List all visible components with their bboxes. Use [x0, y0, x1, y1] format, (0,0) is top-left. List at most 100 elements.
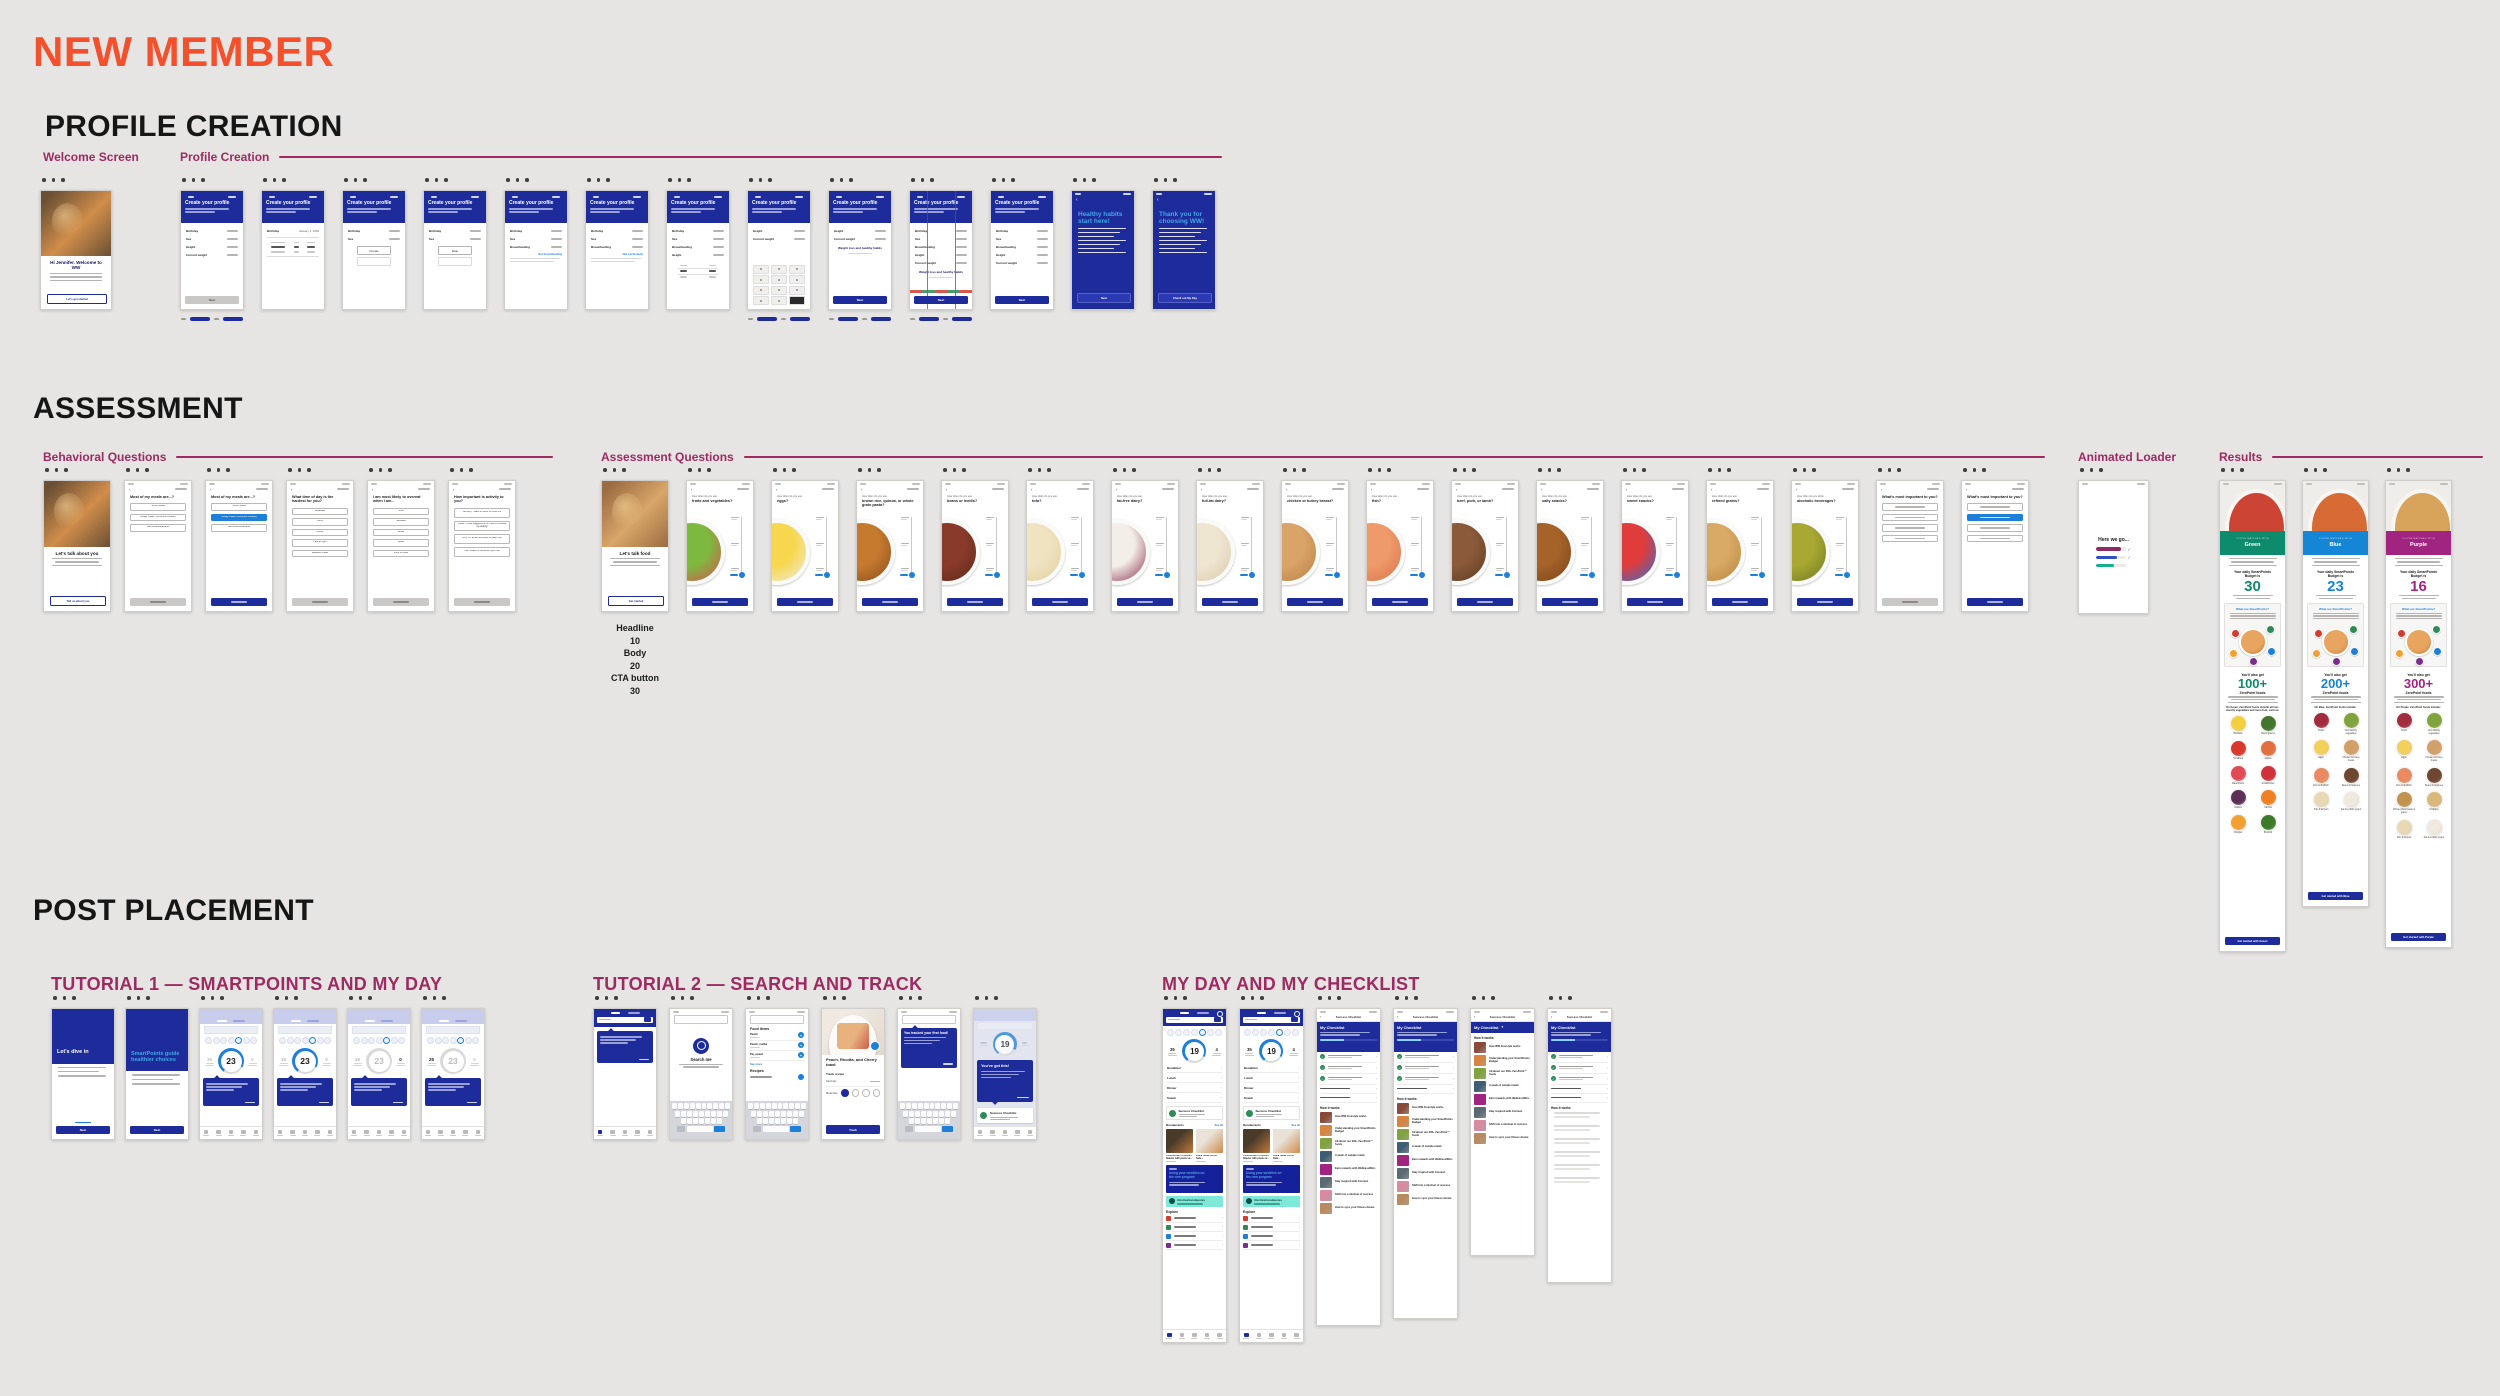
slider-handle[interactable] — [1504, 572, 1510, 578]
form-field[interactable]: Current weight — [753, 235, 805, 243]
screen-thumbnail-food[interactable]: ‹ How often do you eat... refined grains? — [1706, 480, 1774, 612]
cta-button[interactable] — [1201, 598, 1259, 606]
checklist-card[interactable]: Success Checklist — [1243, 1106, 1300, 1121]
week-day[interactable] — [1260, 1029, 1267, 1036]
meal-row[interactable]: Lunch › — [1244, 1073, 1299, 1083]
slider-handle[interactable] — [1759, 572, 1765, 578]
restaurant-card[interactable]: Chimmichurri Chicken Skewer with pasta s… — [1166, 1129, 1193, 1163]
key[interactable] — [698, 1118, 704, 1124]
checklist-card[interactable]: Success Checklist — [977, 1108, 1033, 1123]
form-field[interactable]: Birthday — [915, 227, 967, 235]
key[interactable] — [938, 1110, 944, 1117]
result-row[interactable]: Peach + — [750, 1031, 804, 1041]
form-field[interactable]: Current weight — [834, 235, 886, 243]
nav-item[interactable] — [425, 1129, 432, 1137]
form-field[interactable]: Height — [186, 243, 238, 251]
keyboard[interactable] — [670, 1101, 732, 1139]
form-field[interactable]: Sex — [672, 235, 724, 243]
article-row[interactable]: How to sync your fitness device — [1320, 1202, 1377, 1214]
week-day[interactable] — [1167, 1029, 1174, 1036]
screen-thumbnail-recipe[interactable]: Peach, Ricotta, and Cherry toast Track re… — [821, 1008, 885, 1140]
screen-thumbnail-myday[interactable]: 35 19 4 Breakfast › Lunch › Dinner › Snack › Succes… — [1162, 1008, 1227, 1343]
screen-frame[interactable]: Create your profile Birthday Sex Breastfeed… — [504, 178, 568, 310]
key[interactable] — [899, 1103, 905, 1109]
search-field[interactable] — [352, 1026, 406, 1034]
key[interactable] — [774, 1110, 780, 1117]
cta-button[interactable] — [1456, 598, 1514, 606]
week-selector[interactable] — [353, 1037, 405, 1044]
article-row[interactable]: Stay inspired with Connect — [1474, 1106, 1531, 1118]
option-chip[interactable]: Late at night — [292, 539, 348, 547]
key[interactable] — [944, 1110, 950, 1117]
article-row[interactable]: Shift into a mindset of success — [1397, 1180, 1454, 1192]
link-item[interactable]: › — [1397, 1085, 1454, 1094]
key[interactable] — [753, 275, 770, 284]
screen-frame[interactable]: ‹ How often do you eat... tofu? — [1026, 468, 1094, 612]
key[interactable] — [947, 1103, 953, 1109]
week-day[interactable] — [324, 1037, 331, 1044]
frequency-slider[interactable] — [814, 517, 830, 578]
slider-handle[interactable] — [1589, 572, 1595, 578]
key[interactable] — [774, 1118, 780, 1124]
article-row[interactable]: Earn rewards with WellnessWins — [1397, 1154, 1454, 1166]
option-chip[interactable]: Very. I'm active and want to keep it up — [454, 533, 510, 544]
nav-item[interactable] — [1281, 1332, 1288, 1340]
inline-link[interactable]: Not breastfeeding — [538, 252, 562, 256]
screen-thumbnail-question[interactable]: ‹ What's most important to you? — [1876, 480, 1944, 612]
key-space[interactable] — [914, 1125, 941, 1132]
form-field[interactable]: Current weight — [915, 259, 967, 267]
key[interactable] — [950, 1110, 956, 1117]
article-row[interactable]: How to sync your fitness device — [1397, 1193, 1454, 1205]
height-wheel[interactable] — [672, 261, 724, 281]
screen-thumbnail-dial[interactable]: 35 23 0 — [347, 1008, 411, 1140]
screen-frame[interactable]: You've matched with Purple Your daily Smar… — [2385, 468, 2452, 948]
article-row[interactable]: How WW Freestyle works — [1320, 1111, 1377, 1123]
form-field[interactable]: Sex — [915, 235, 967, 243]
week-day[interactable] — [1284, 1029, 1291, 1036]
screen-frame[interactable]: ‹ How often do you eat... eggs? — [771, 468, 839, 612]
form-field[interactable]: Breastfeeding — [591, 243, 643, 251]
screen-thumbnail-food[interactable]: ‹ How often do you eat... full-fat dairy? — [1196, 480, 1264, 612]
week-day[interactable] — [1292, 1029, 1299, 1036]
screen-thumbnail-form[interactable]: Create your profile Height Current weight — [747, 190, 811, 310]
form-field[interactable]: Breastfeeding — [996, 243, 1048, 251]
key[interactable] — [780, 1118, 786, 1124]
screen-thumbnail-food[interactable]: ‹ How often do you eat... salty snacks? — [1536, 480, 1604, 612]
screen-thumbnail-form[interactable]: Create your profile Birthday January 1, 20… — [261, 190, 325, 310]
option-chip[interactable] — [1882, 503, 1938, 511]
key[interactable] — [671, 1103, 677, 1109]
frequency-slider[interactable] — [1069, 517, 1085, 578]
week-day[interactable] — [1252, 1029, 1259, 1036]
screen-thumbnail-myday[interactable]: 35 19 4 Breakfast › Lunch › Dinner › Snack › Succes… — [1239, 1008, 1304, 1343]
explore-row[interactable]: › — [1243, 1214, 1300, 1224]
key[interactable] — [750, 1110, 756, 1117]
screen-frame[interactable]: Create your profile Height Current weight — [747, 178, 811, 321]
nav-item[interactable] — [1243, 1332, 1250, 1340]
bottom-nav[interactable] — [594, 1126, 656, 1139]
screen-frame[interactable]: ‹ How often do you eat... full-fat dairy? — [1196, 468, 1264, 612]
slider-handle[interactable] — [824, 572, 830, 578]
tabs[interactable] — [597, 1012, 653, 1014]
cta-button[interactable] — [1626, 598, 1684, 606]
nav-item[interactable] — [326, 1129, 333, 1137]
screen-frame[interactable]: ‹ Healthy habits start here! Next — [1071, 178, 1135, 310]
key[interactable] — [926, 1110, 932, 1117]
week-day[interactable] — [449, 1037, 457, 1044]
add-button[interactable]: + — [798, 1032, 804, 1038]
barcode-icon[interactable] — [644, 1017, 651, 1023]
screen-frame[interactable]: ‹ How often do you eat... salty snacks? — [1536, 468, 1604, 612]
bottom-nav[interactable] — [348, 1126, 410, 1139]
nav-item[interactable] — [1026, 1129, 1033, 1137]
meal-row[interactable]: Dinner › — [1167, 1083, 1222, 1093]
key[interactable] — [704, 1110, 710, 1117]
form-field[interactable]: Sex — [591, 235, 643, 243]
week-day[interactable] — [390, 1037, 398, 1044]
cta-button[interactable]: Next — [995, 296, 1049, 304]
cta-button[interactable] — [453, 598, 511, 606]
screen-thumbnail-form[interactable]: Create your profile Birthday Sex Breastfeed… — [990, 190, 1054, 310]
screen-frame[interactable]: 19 You've got this! Success Checklist — [973, 996, 1037, 1140]
cta-button[interactable] — [1881, 598, 1939, 606]
cta-button[interactable] — [946, 598, 1004, 606]
nav-item[interactable] — [597, 1129, 604, 1137]
week-day[interactable] — [1268, 1029, 1275, 1036]
